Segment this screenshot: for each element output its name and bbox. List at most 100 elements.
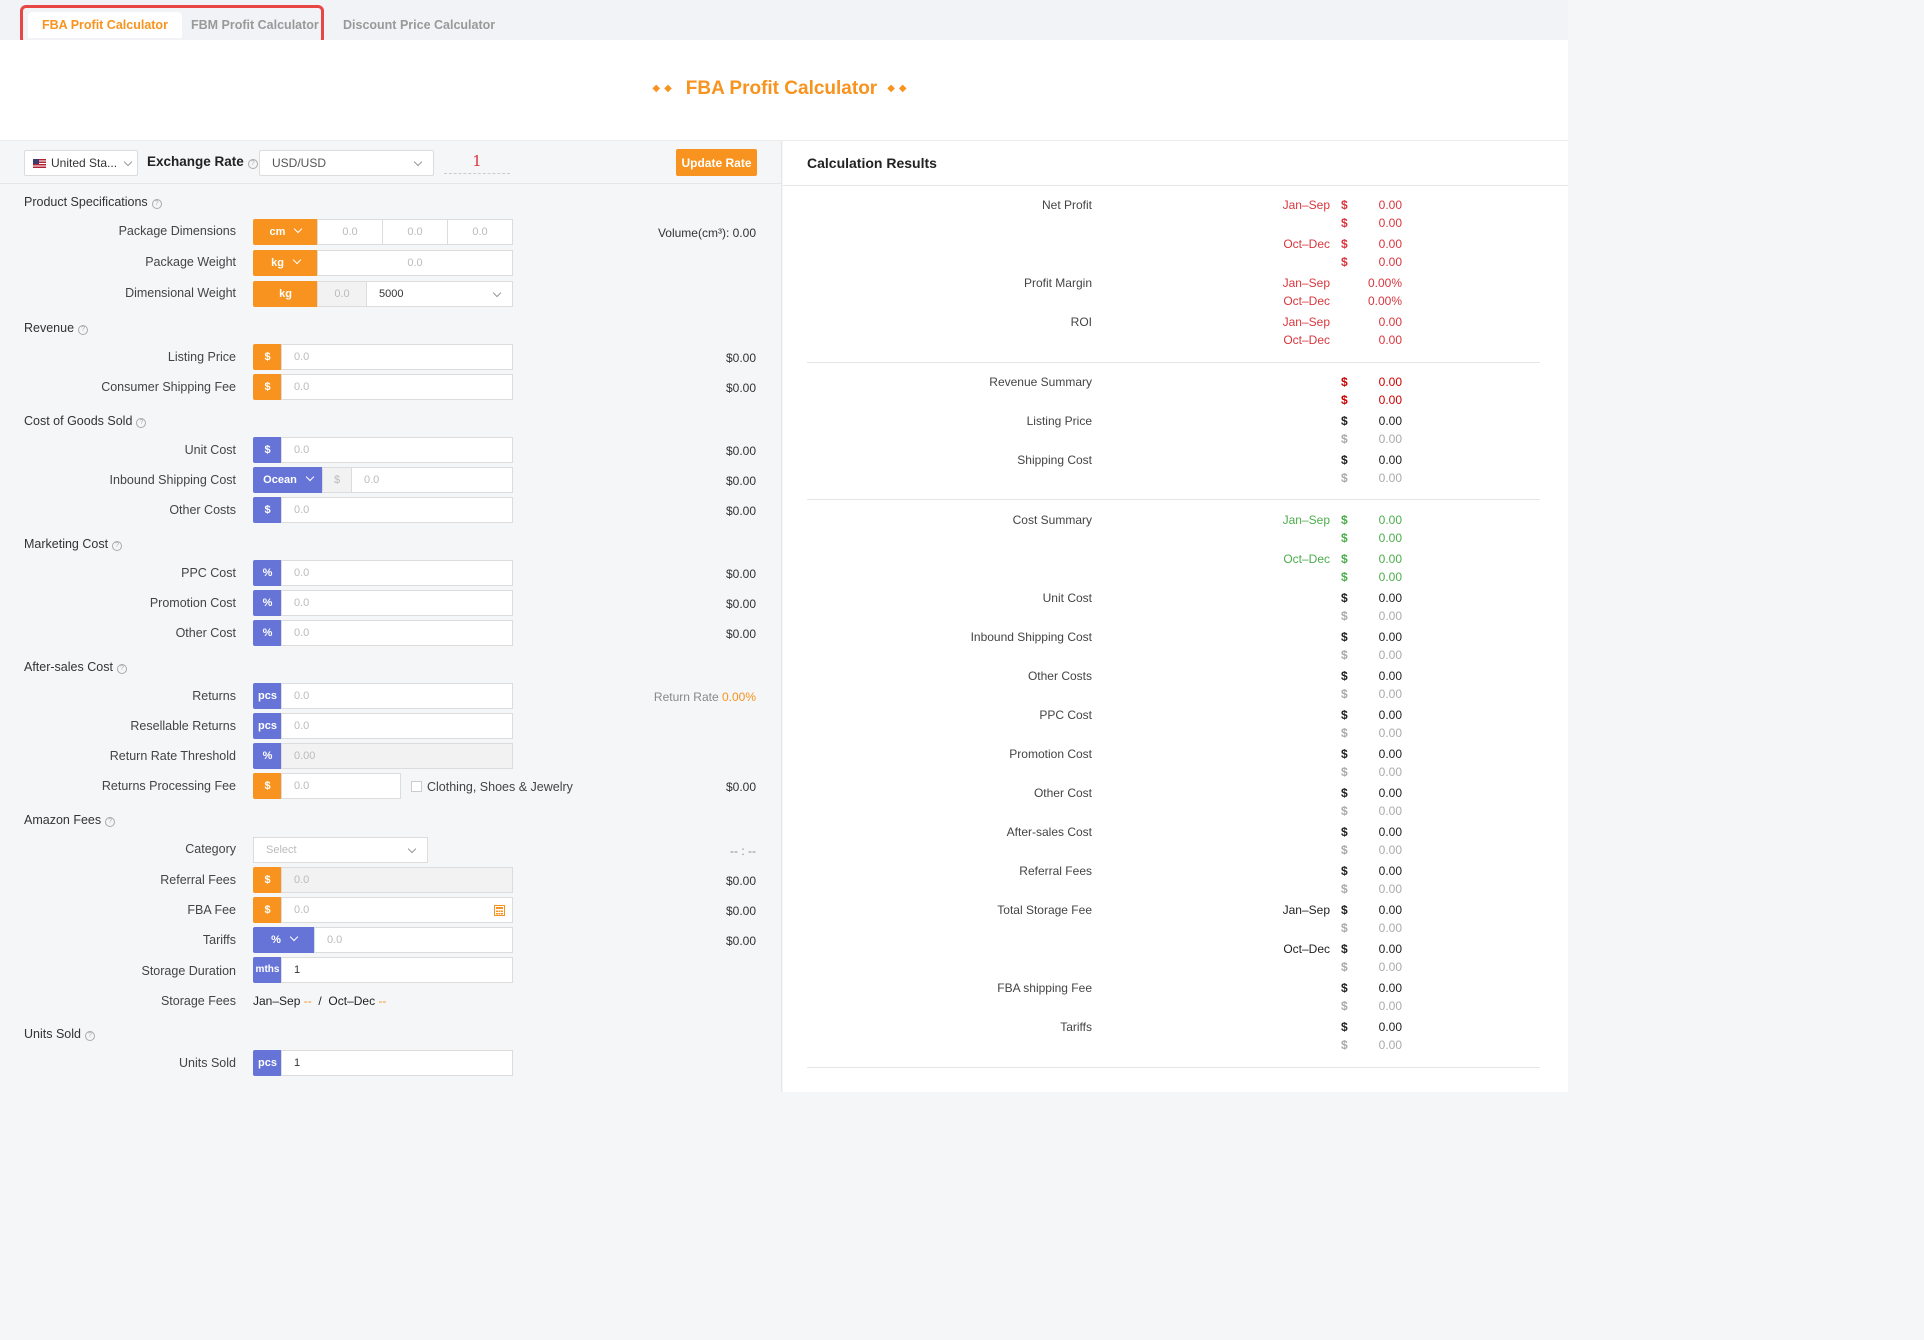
- diamond-decoration-icon: ◆◆: [652, 83, 676, 94]
- consumer-shipping-fee-amount: $0.00: [725, 381, 756, 395]
- height-input[interactable]: 0.0: [447, 219, 513, 245]
- storage-fees-oct-value: --: [378, 994, 387, 1008]
- help-icon[interactable]: ?: [78, 325, 89, 335]
- tariff-unit-select[interactable]: %: [253, 927, 315, 953]
- dimensional-weight-unit: kg: [253, 281, 318, 307]
- other-costs-result-label: Other Costs: [1027, 669, 1092, 683]
- package-weight-label: Package Weight: [145, 255, 236, 269]
- shipping-mode-select[interactable]: Ocean: [253, 467, 323, 493]
- help-icon[interactable]: ?: [136, 418, 147, 428]
- currency-symbol: $: [1341, 804, 1348, 818]
- dimension-unit-select[interactable]: cm: [253, 219, 318, 245]
- fba-fee-value: 0.0: [294, 904, 310, 916]
- unit-cost-input[interactable]: 0.0: [281, 437, 513, 463]
- currency-prefix: $: [253, 867, 282, 893]
- unit-cost-result-value: 0.00: [1378, 591, 1402, 605]
- consumer-shipping-fee-input[interactable]: 0.0: [281, 374, 513, 400]
- tab-discount-price-calculator[interactable]: Discount Price Calculator: [343, 18, 496, 32]
- update-rate-button[interactable]: Update Rate: [676, 149, 757, 176]
- referral-fees-result-label: Referral Fees: [1019, 864, 1092, 878]
- package-weight-input[interactable]: 0.0: [317, 250, 513, 276]
- returns-processing-fee-input[interactable]: 0.0: [281, 773, 401, 799]
- chevron-down-icon: [123, 157, 133, 167]
- cost-summary-jan-value: 0.00: [1378, 513, 1402, 527]
- help-icon[interactable]: ?: [151, 199, 162, 209]
- currency-symbol: $: [1341, 981, 1348, 995]
- storage-fees-readout: Jan–Sep -- / Oct–Dec --: [253, 994, 386, 1008]
- ppc-cost-result-value: 0.00: [1378, 708, 1402, 722]
- currency-prefix: $: [253, 374, 282, 400]
- other-cost-result-value: 0.00: [1378, 786, 1402, 800]
- help-icon[interactable]: ?: [84, 1031, 95, 1041]
- revenue-summary-label: Revenue Summary: [989, 375, 1092, 389]
- help-icon[interactable]: ?: [247, 159, 258, 169]
- net-profit-label: Net Profit: [1041, 198, 1092, 212]
- currency-symbol: $: [1341, 1020, 1348, 1034]
- fba-fee-input[interactable]: 0.0: [281, 897, 513, 923]
- us-flag-icon: [33, 159, 46, 168]
- marketing-other-cost-input[interactable]: 0.0: [281, 620, 513, 646]
- tariffs-result-sub-value: 0.00: [1378, 1038, 1402, 1052]
- storage-duration-label: Storage Duration: [141, 964, 236, 978]
- percent-prefix: %: [253, 620, 282, 646]
- listing-price-input[interactable]: 0.0: [281, 344, 513, 370]
- period-oct-dec: Oct–Dec: [1283, 942, 1330, 956]
- period-oct-dec: Oct–Dec: [1283, 552, 1330, 566]
- promotion-cost-input[interactable]: 0.0: [281, 590, 513, 616]
- listing-price-amount: $0.00: [725, 351, 756, 365]
- country-select[interactable]: United Sta...: [24, 150, 138, 176]
- tab-fba-profit-calculator[interactable]: FBA Profit Calculator: [28, 12, 182, 38]
- section-marketing-cost: Marketing Cost?: [24, 537, 123, 551]
- package-dimensions-label: Package Dimensions: [118, 224, 236, 238]
- unit-cost-label: Unit Cost: [184, 443, 236, 457]
- tab-fbm-profit-calculator[interactable]: FBM Profit Calculator: [191, 18, 319, 32]
- results-title: Calculation Results: [807, 155, 937, 171]
- divider: [807, 1067, 1540, 1068]
- net-profit-oct-value: 0.00: [1378, 237, 1402, 251]
- currency-symbol: $: [1341, 453, 1348, 467]
- checkbox-icon[interactable]: [411, 781, 422, 792]
- section-title: Marketing Cost: [24, 537, 109, 551]
- category-select[interactable]: Select: [253, 837, 428, 863]
- length-input[interactable]: 0.0: [317, 219, 383, 245]
- resellable-returns-label: Resellable Returns: [130, 719, 236, 733]
- storage-oct-sub-value: 0.00: [1378, 960, 1402, 974]
- ppc-cost-input[interactable]: 0.0: [281, 560, 513, 586]
- inbound-shipping-cost-input[interactable]: 0.0: [351, 467, 513, 493]
- section-product-specifications: Product Specifications?: [24, 195, 162, 209]
- inbound-shipping-cost-amount: $0.00: [725, 474, 756, 488]
- promotion-cost-result-label: Promotion Cost: [1009, 747, 1092, 761]
- units-sold-input[interactable]: 1: [281, 1050, 513, 1076]
- help-icon[interactable]: ?: [116, 664, 127, 674]
- storage-fees-jan-label: Jan–Sep: [253, 994, 301, 1008]
- help-icon[interactable]: ?: [112, 541, 123, 551]
- currency-symbol: $: [1341, 825, 1348, 839]
- exchange-rate-value[interactable]: 1: [444, 152, 510, 174]
- pcs-prefix: pcs: [253, 683, 282, 709]
- weight-unit-value: kg: [271, 257, 284, 269]
- resellable-returns-input[interactable]: 0.0: [281, 713, 513, 739]
- currency-symbol: $: [1341, 432, 1348, 446]
- promotion-cost-result-value: 0.00: [1378, 747, 1402, 761]
- currency-symbol: $: [1341, 414, 1348, 428]
- calculator-icon[interactable]: [494, 905, 505, 916]
- tariffs-input[interactable]: 0.0: [314, 927, 513, 953]
- returns-input[interactable]: 0.0: [281, 683, 513, 709]
- weight-unit-select[interactable]: kg: [253, 250, 318, 276]
- tariff-unit-value: %: [271, 934, 281, 946]
- roi-label: ROI: [1070, 315, 1092, 329]
- currency-symbol: $: [1341, 687, 1348, 701]
- divisor-select[interactable]: 5000: [366, 281, 513, 307]
- width-input[interactable]: 0.0: [382, 219, 448, 245]
- listing-price-result-sub-value: 0.00: [1378, 432, 1402, 446]
- storage-duration-input[interactable]: 1: [281, 957, 513, 983]
- other-costs-input[interactable]: 0.0: [281, 497, 513, 523]
- currency-prefix: $: [253, 497, 282, 523]
- inbound-shipping-cost-label: Inbound Shipping Cost: [109, 473, 236, 487]
- clothing-checkbox[interactable]: Clothing, Shoes & Jewelry: [411, 780, 573, 794]
- profit-margin-oct-value: 0.00%: [1367, 294, 1402, 308]
- currency-select[interactable]: USD/USD: [259, 150, 434, 176]
- help-icon[interactable]: ?: [105, 817, 116, 827]
- page-title: ◆◆ FBA Profit Calculator ◆◆: [0, 78, 1563, 100]
- listing-price-result-label: Listing Price: [1026, 414, 1092, 428]
